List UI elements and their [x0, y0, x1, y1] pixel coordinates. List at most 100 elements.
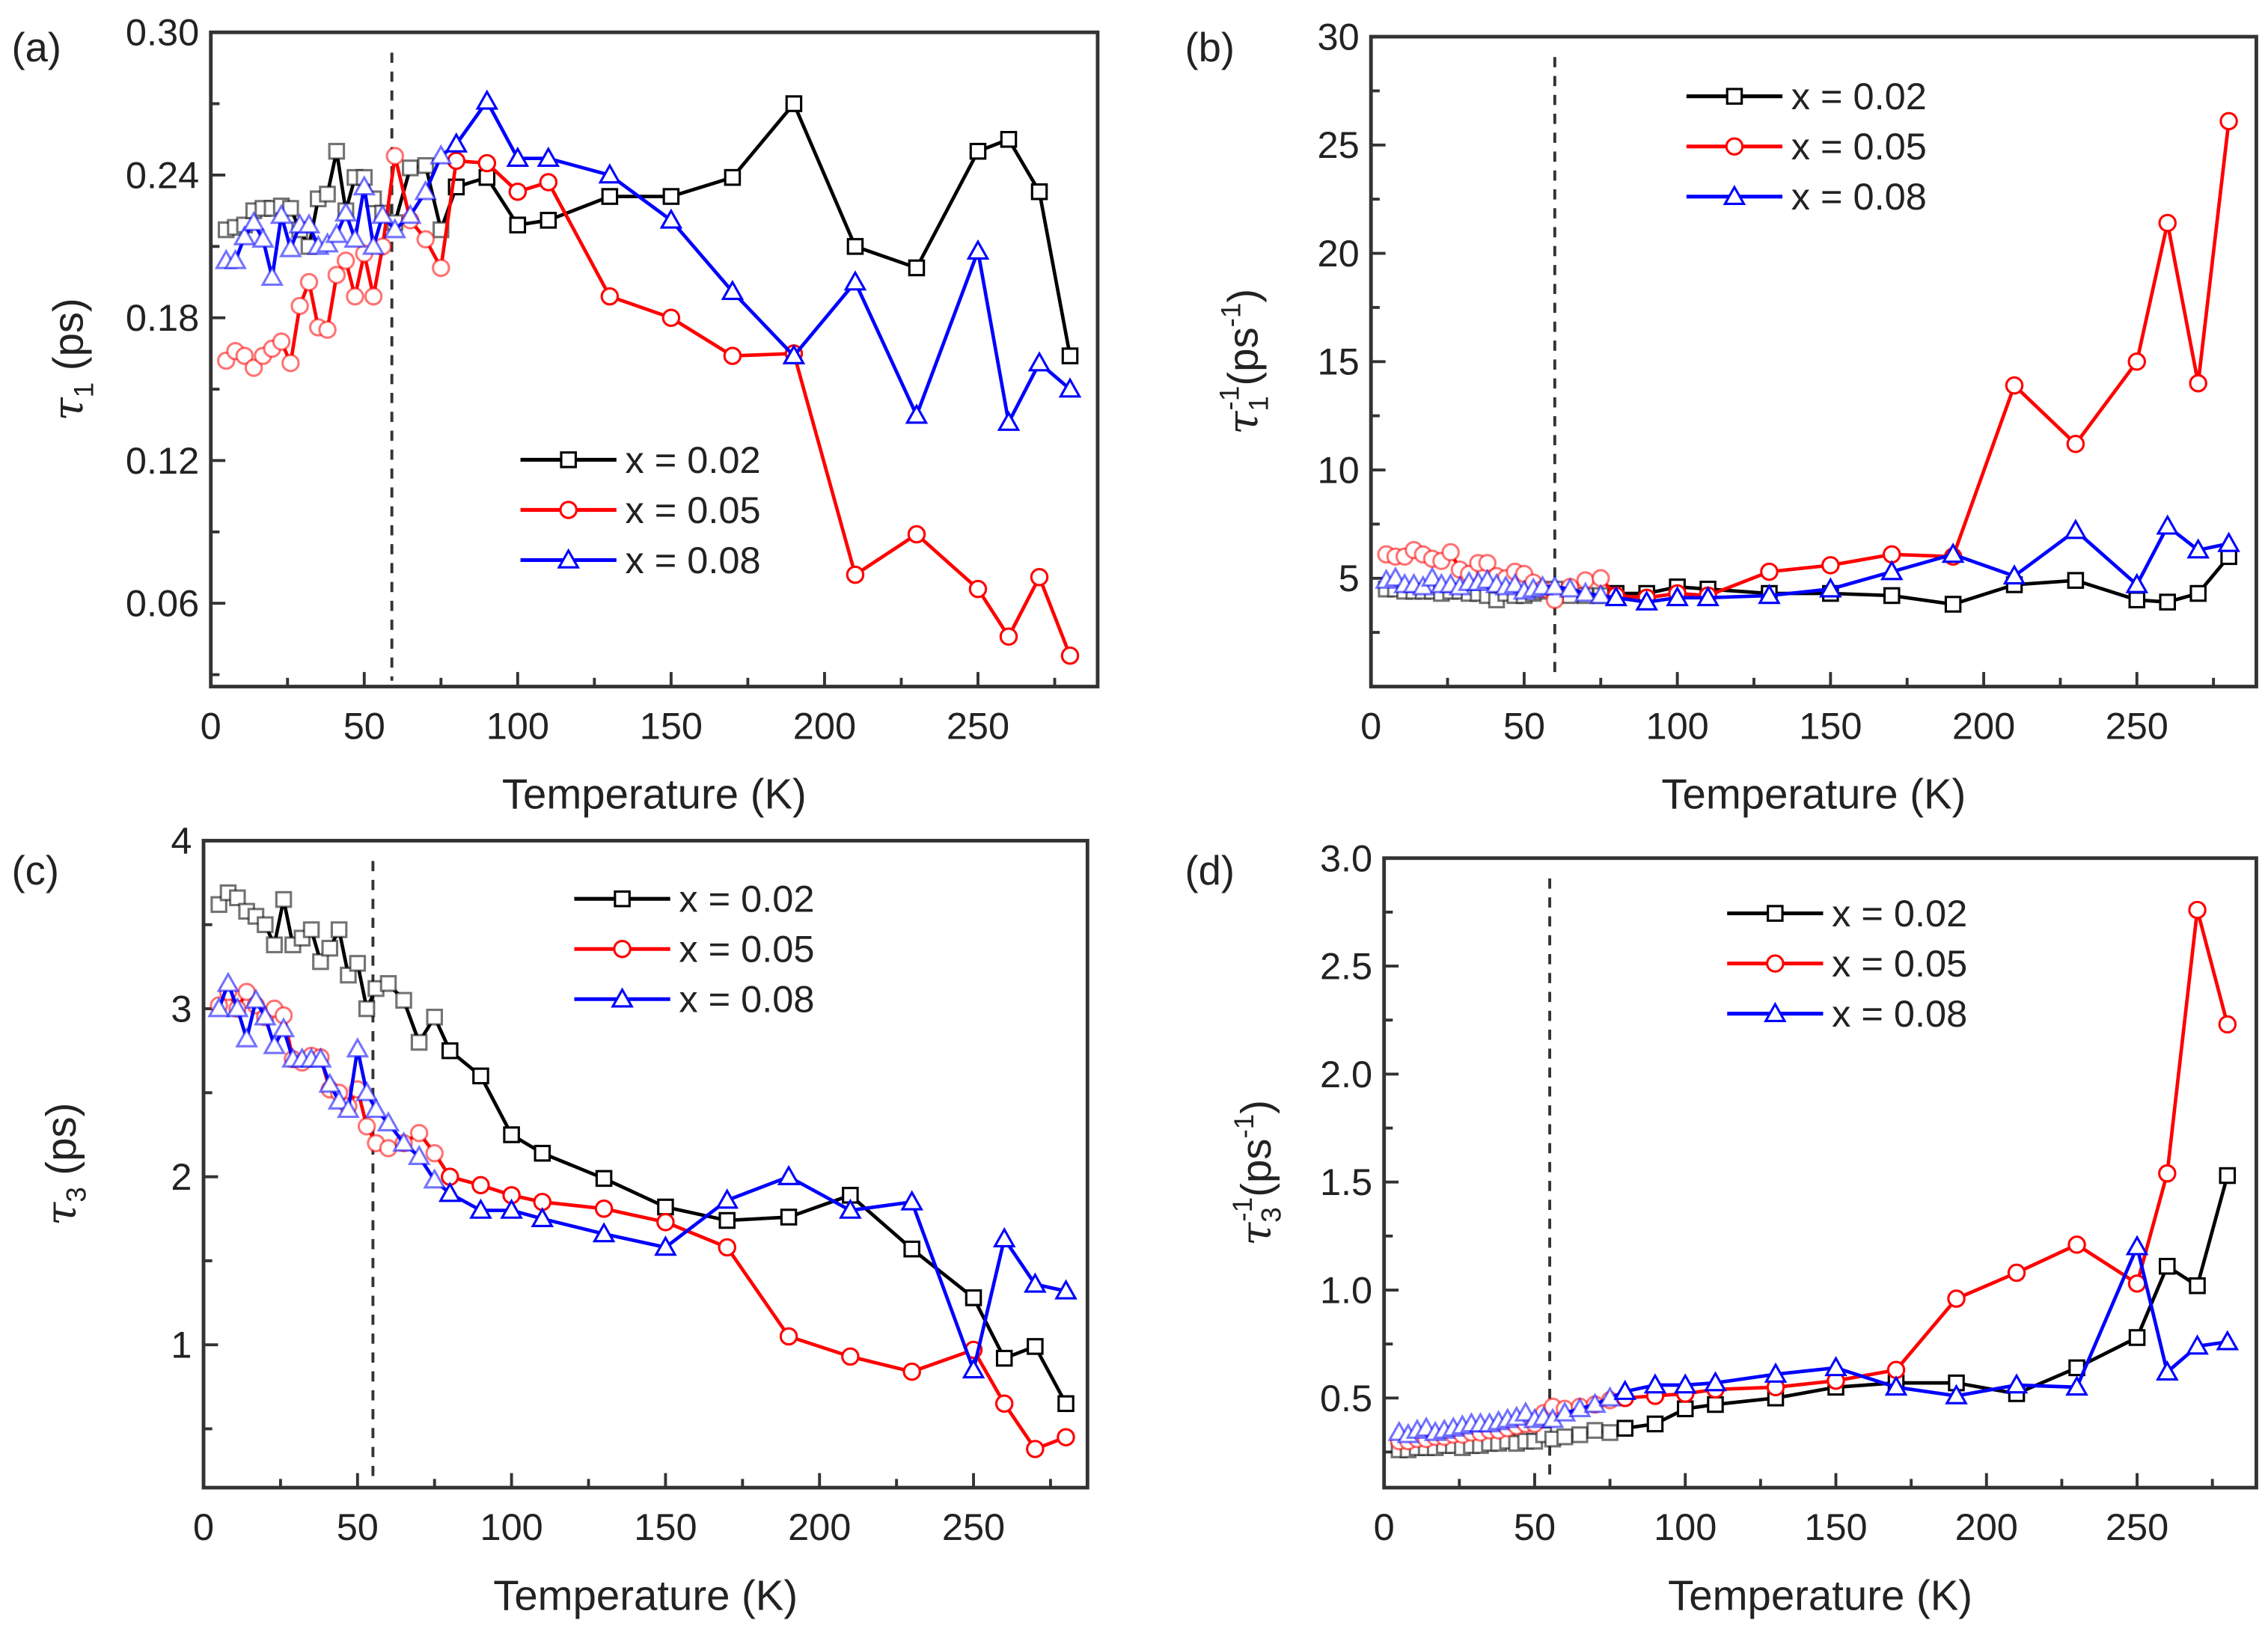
legend-entry: x = 0.08	[1686, 175, 1927, 218]
data-point	[364, 287, 383, 306]
legend-entry: x = 0.08	[520, 539, 761, 581]
data-point	[594, 1199, 614, 1218]
panel-a: 0 50 100 150 200 250 0.06 0.12 0.18 0.24 0.30 Tempe…	[12, 11, 1100, 818]
y-title-unit-superscript: -1	[1229, 1114, 1259, 1139]
data-point	[1941, 543, 1965, 563]
data-point	[299, 272, 319, 292]
data-point	[1559, 577, 1582, 598]
y-tick-label: 5	[1339, 557, 1360, 599]
data-point	[379, 1139, 398, 1158]
data-point	[272, 1017, 296, 1038]
y-title-subscript: 3	[61, 1187, 92, 1202]
series-008	[1375, 514, 2240, 611]
data-point	[659, 208, 683, 229]
data-point	[1764, 1362, 1788, 1383]
series-008	[214, 89, 1082, 431]
data-point	[992, 1226, 1016, 1247]
x-tick-label: 0	[201, 704, 221, 747]
data-point	[999, 627, 1018, 646]
series-008	[1387, 1235, 2240, 1443]
x-axis-title: Temperature (K)	[1668, 1571, 1972, 1619]
legend-marker	[557, 548, 580, 569]
data-point	[1543, 575, 1567, 596]
data-point	[469, 1198, 492, 1219]
y-title-superscript: -1	[1214, 386, 1244, 411]
data-point	[327, 1089, 351, 1110]
data-point	[355, 1081, 379, 1101]
data-point	[2065, 1375, 2088, 1396]
data-point	[426, 1009, 443, 1026]
data-point	[325, 222, 349, 243]
data-point	[472, 1067, 489, 1085]
series-002	[217, 95, 1079, 364]
data-point	[290, 296, 309, 316]
data-point	[1824, 1356, 1847, 1377]
data-point	[275, 890, 293, 908]
y-title-superscript: -1	[1227, 1197, 1258, 1222]
data-point	[846, 238, 864, 255]
data-point	[1057, 1428, 1075, 1446]
data-point	[1758, 584, 1781, 605]
data-point	[1819, 577, 1842, 598]
data-point	[327, 266, 346, 284]
data-point	[1586, 1422, 1604, 1439]
data-point	[392, 1131, 415, 1152]
data-point	[962, 1358, 985, 1379]
data-point	[1604, 586, 1628, 607]
y-axis-title: τ3-1(ps-1)	[1227, 1100, 1287, 1246]
data-point	[279, 236, 302, 257]
data-point	[1883, 587, 1901, 605]
data-point	[1441, 543, 1460, 562]
plot-frame	[209, 30, 1100, 688]
data-point	[357, 1117, 376, 1136]
data-point	[477, 153, 497, 173]
legend-entry: x = 0.02	[1727, 892, 1967, 935]
data-point	[425, 1143, 444, 1163]
data-point	[1666, 586, 1689, 607]
data-point	[225, 997, 249, 1018]
data-point	[444, 132, 468, 153]
data-point	[592, 1222, 616, 1243]
legend-label: x = 0.02	[1791, 75, 1927, 117]
data-point	[254, 1005, 277, 1026]
x-tick-label: 100	[1645, 704, 1708, 747]
data-point	[416, 230, 435, 249]
legend-entry: x = 0.05	[1727, 942, 1967, 985]
data-point	[371, 204, 394, 224]
data-point	[318, 1072, 342, 1093]
data-point	[654, 1235, 677, 1256]
data-point	[2188, 900, 2207, 920]
data-point	[1945, 1384, 1968, 1405]
y-tick-label: 0.5	[1320, 1377, 1372, 1419]
data-point	[358, 1000, 376, 1018]
data-point	[1696, 586, 1720, 607]
data-point	[2189, 584, 2207, 602]
data-point	[346, 1037, 370, 1058]
x-axis-title: Temperature (K)	[493, 1571, 798, 1619]
y-tick-label: 1.0	[1320, 1268, 1372, 1311]
panel-label: (a)	[12, 25, 61, 70]
x-tick-label: 250	[2106, 704, 2168, 747]
data-point	[233, 224, 257, 245]
y-axis-title: τ1-1(ps-1)	[1214, 289, 1274, 435]
legend-entry: x = 0.08	[1727, 992, 1967, 1035]
panel-label: (b)	[1185, 25, 1235, 70]
data-point	[2216, 1330, 2240, 1351]
data-point	[272, 332, 291, 351]
x-tick-label: 100	[486, 704, 549, 747]
data-point	[441, 1042, 459, 1060]
data-point	[601, 188, 619, 205]
legend-marker	[614, 890, 631, 908]
data-point	[2067, 1235, 2086, 1254]
data-point	[216, 971, 240, 992]
data-point	[1760, 562, 1779, 581]
data-point	[1054, 1279, 1078, 1300]
x-tick-label: 150	[640, 704, 703, 747]
data-point	[509, 216, 527, 233]
y-tick-label: 0.06	[126, 582, 199, 625]
data-point	[718, 1238, 736, 1257]
data-point	[715, 1188, 739, 1209]
data-point	[312, 953, 329, 971]
data-point	[385, 147, 405, 165]
x-tick-label: 150	[1799, 704, 1862, 747]
